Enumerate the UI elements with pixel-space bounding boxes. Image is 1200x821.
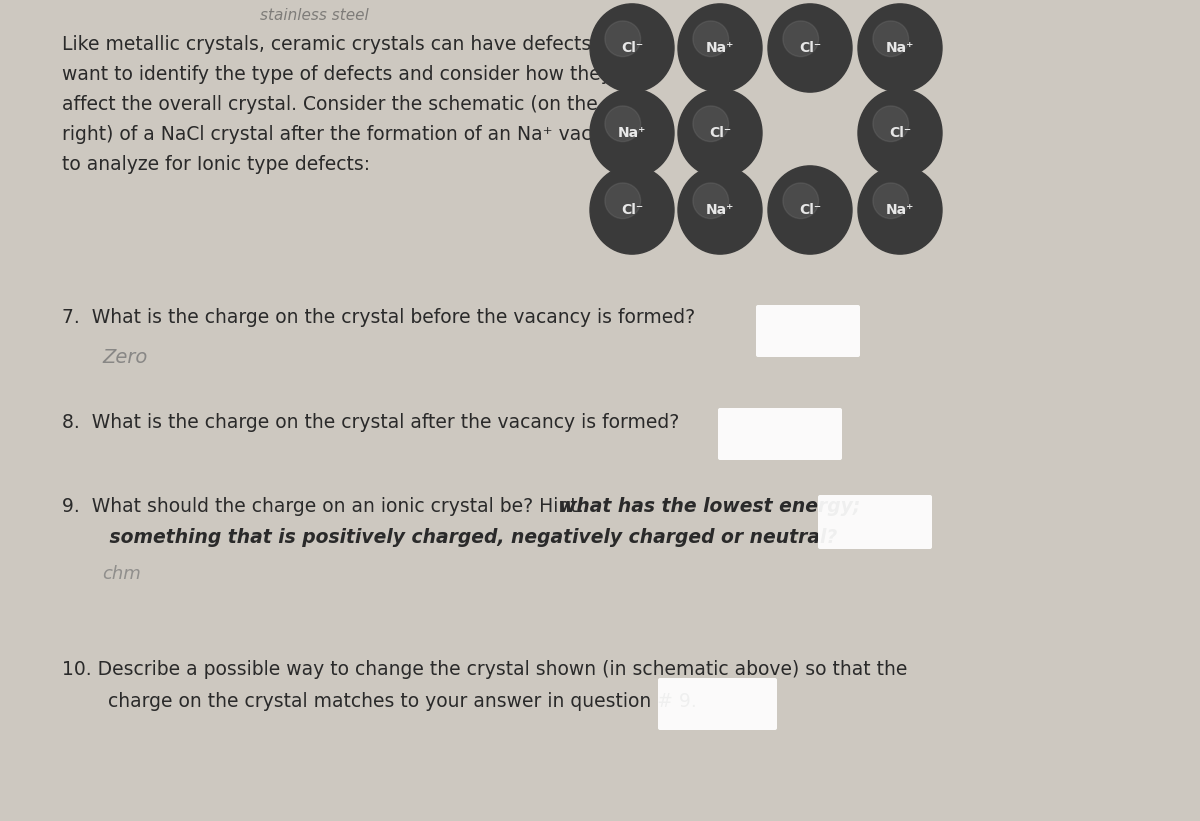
Text: Na⁺: Na⁺ — [618, 126, 646, 140]
Text: what has the lowest energy;: what has the lowest energy; — [559, 497, 860, 516]
Text: 9.  What should the charge on an ionic crystal be? Hint:: 9. What should the charge on an ionic cr… — [62, 497, 590, 516]
Text: 8.  What is the charge on the crystal after the vacancy is formed?: 8. What is the charge on the crystal aft… — [62, 413, 679, 432]
Ellipse shape — [782, 21, 818, 57]
Ellipse shape — [858, 89, 942, 177]
Ellipse shape — [858, 4, 942, 92]
Text: something that is positively charged, negatively charged or neutral?: something that is positively charged, ne… — [77, 528, 838, 547]
Ellipse shape — [605, 183, 641, 218]
Text: Like metallic crystals, ceramic crystals can have defects. We: Like metallic crystals, ceramic crystals… — [62, 35, 632, 54]
Ellipse shape — [768, 4, 852, 92]
Ellipse shape — [768, 166, 852, 255]
Text: chm: chm — [102, 565, 140, 583]
Ellipse shape — [678, 4, 762, 92]
Ellipse shape — [590, 89, 674, 177]
FancyBboxPatch shape — [756, 305, 860, 357]
FancyBboxPatch shape — [658, 678, 778, 730]
Text: to analyze for Ionic type defects:: to analyze for Ionic type defects: — [62, 155, 370, 174]
Ellipse shape — [590, 4, 674, 92]
FancyBboxPatch shape — [818, 495, 932, 549]
Text: Cl⁻: Cl⁻ — [620, 41, 643, 55]
Text: right) of a NaCl crystal after the formation of an Na⁺ vacancy: right) of a NaCl crystal after the forma… — [62, 125, 636, 144]
Text: charge on the crystal matches to your answer in question # 9.: charge on the crystal matches to your an… — [84, 692, 697, 711]
Text: 10. Describe a possible way to change the crystal shown (in schematic above) so : 10. Describe a possible way to change th… — [62, 660, 907, 679]
Ellipse shape — [872, 106, 908, 141]
Text: Cl⁻: Cl⁻ — [799, 41, 821, 55]
Ellipse shape — [678, 166, 762, 255]
Text: 7.  What is the charge on the crystal before the vacancy is formed?: 7. What is the charge on the crystal bef… — [62, 308, 695, 327]
Text: Na⁺: Na⁺ — [886, 41, 914, 55]
FancyBboxPatch shape — [718, 408, 842, 460]
Ellipse shape — [692, 106, 728, 141]
Text: Cl⁻: Cl⁻ — [709, 126, 731, 140]
Text: affect the overall crystal. Consider the schematic (on the: affect the overall crystal. Consider the… — [62, 95, 598, 114]
Text: want to identify the type of defects and consider how they: want to identify the type of defects and… — [62, 65, 612, 84]
Text: stainless steel: stainless steel — [260, 8, 368, 23]
Ellipse shape — [872, 21, 908, 57]
Text: Na⁺: Na⁺ — [886, 203, 914, 217]
Ellipse shape — [872, 183, 908, 218]
Text: Na⁺: Na⁺ — [706, 41, 734, 55]
Text: Cl⁻: Cl⁻ — [799, 203, 821, 217]
Ellipse shape — [782, 183, 818, 218]
Text: Na⁺: Na⁺ — [706, 203, 734, 217]
Ellipse shape — [590, 166, 674, 255]
Ellipse shape — [692, 21, 728, 57]
Ellipse shape — [605, 21, 641, 57]
Ellipse shape — [605, 106, 641, 141]
Text: Cl⁻: Cl⁻ — [889, 126, 911, 140]
Text: Zero: Zero — [102, 348, 148, 367]
Ellipse shape — [692, 183, 728, 218]
Text: Cl⁻: Cl⁻ — [620, 203, 643, 217]
Ellipse shape — [858, 166, 942, 255]
Ellipse shape — [678, 89, 762, 177]
